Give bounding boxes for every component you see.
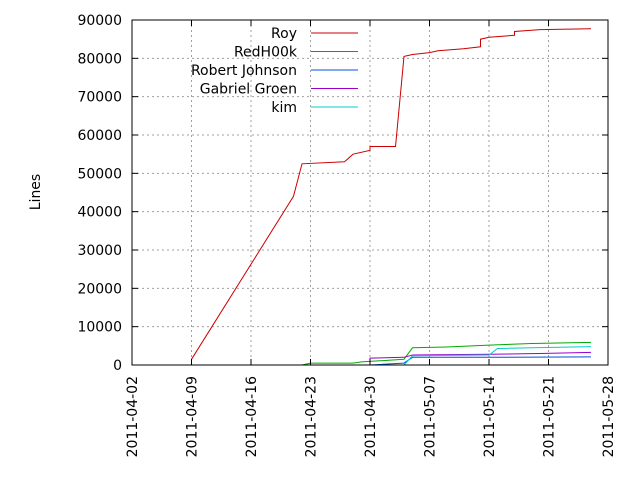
series-line-2 — [369, 356, 592, 366]
x-axis-ticks: 2011-04-02 2011-04-09 2011-04-16 2011-04-23… — [125, 20, 617, 457]
y-tick-label: 70000 — [77, 90, 122, 106]
legend-label: Roy — [271, 26, 297, 42]
series-line-4 — [403, 346, 592, 366]
legend-label: RedH00k — [234, 45, 298, 61]
y-axis-ticks: 0 10000 20000 30000 40000 50000 60000 70000 8000… — [77, 13, 608, 374]
series-line-0 — [191, 28, 592, 360]
y-tick-label: 80000 — [77, 51, 122, 67]
series-line-3 — [369, 351, 592, 365]
x-tick-label: 2011-05-21 — [542, 376, 558, 457]
legend-label: Robert Johnson — [191, 63, 297, 79]
x-tick-label: 2011-05-07 — [423, 376, 439, 457]
series-lines — [191, 28, 592, 366]
series-line-1 — [301, 341, 592, 366]
y-tick-label: 90000 — [77, 13, 122, 29]
x-tick-label: 2011-04-02 — [125, 376, 141, 457]
legend: Roy RedH00k Robert Johnson Gabriel Groen kim — [191, 26, 358, 116]
y-tick-label: 20000 — [77, 281, 122, 297]
x-tick-label: 2011-04-23 — [304, 376, 320, 457]
x-tick-label: 2011-05-28 — [601, 376, 617, 457]
y-tick-label: 0 — [113, 358, 122, 374]
x-tick-label: 2011-04-16 — [244, 376, 260, 457]
y-tick-label: 50000 — [77, 166, 122, 182]
x-tick-label: 2011-04-30 — [363, 376, 379, 457]
grid — [132, 20, 608, 365]
y-tick-label: 40000 — [77, 205, 122, 221]
y-tick-label: 10000 — [77, 320, 122, 336]
legend-label: kim — [271, 100, 297, 116]
y-axis-label: Lines — [28, 174, 44, 210]
y-tick-label: 30000 — [77, 243, 122, 259]
x-tick-label: 2011-05-14 — [482, 376, 498, 457]
y-tick-label: 60000 — [77, 128, 122, 144]
x-tick-label: 2011-04-09 — [185, 376, 201, 457]
legend-label: Gabriel Groen — [200, 82, 297, 98]
